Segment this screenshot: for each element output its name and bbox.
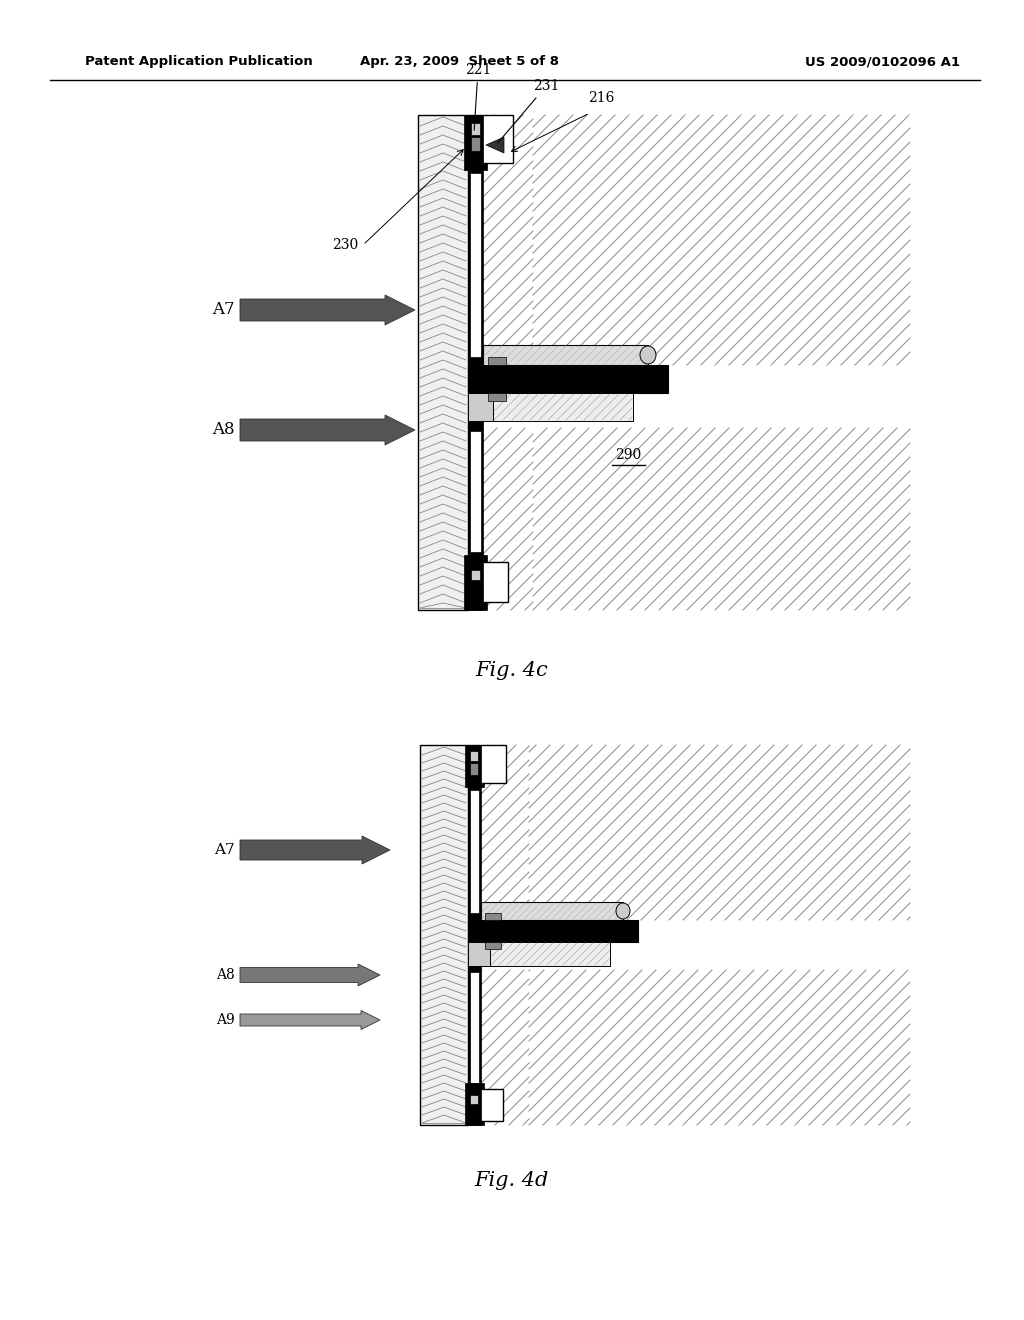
Bar: [468, 393, 493, 421]
Text: 216: 216: [588, 91, 614, 106]
Bar: [470, 173, 481, 356]
FancyArrow shape: [240, 1011, 380, 1030]
Bar: [468, 115, 513, 162]
Bar: [468, 1089, 481, 1121]
Ellipse shape: [616, 903, 630, 919]
Text: Fig. 4d: Fig. 4d: [475, 1171, 549, 1189]
Bar: [468, 562, 508, 602]
FancyArrow shape: [240, 836, 390, 865]
Text: US 2009/0102096 A1: US 2009/0102096 A1: [805, 55, 961, 69]
Bar: [485, 913, 501, 920]
Text: 290: 290: [614, 447, 641, 462]
Bar: [471, 570, 480, 579]
Bar: [418, 115, 468, 610]
Text: A7: A7: [212, 301, 234, 318]
FancyArrow shape: [240, 964, 380, 986]
Text: 221: 221: [465, 63, 492, 131]
Bar: [470, 972, 479, 1082]
Bar: [485, 942, 501, 949]
Bar: [468, 115, 483, 610]
Bar: [471, 123, 480, 135]
Bar: [465, 744, 484, 787]
Bar: [468, 1089, 503, 1121]
Bar: [488, 393, 506, 401]
Bar: [468, 942, 490, 966]
Bar: [468, 744, 481, 783]
Bar: [483, 345, 648, 366]
Text: 230: 230: [332, 238, 358, 252]
Ellipse shape: [640, 346, 656, 364]
Bar: [464, 554, 487, 610]
Bar: [468, 744, 506, 783]
Bar: [488, 356, 506, 366]
Bar: [470, 432, 481, 552]
FancyArrow shape: [240, 294, 415, 325]
Text: A8: A8: [212, 421, 234, 438]
Bar: [470, 751, 478, 762]
Bar: [468, 920, 638, 942]
Bar: [481, 902, 623, 920]
Bar: [468, 115, 483, 162]
Bar: [464, 115, 487, 170]
Text: Fig. 4c: Fig. 4c: [475, 660, 549, 680]
Bar: [468, 366, 668, 393]
Bar: [470, 1096, 478, 1104]
Text: Apr. 23, 2009  Sheet 5 of 8: Apr. 23, 2009 Sheet 5 of 8: [360, 55, 559, 69]
Bar: [493, 393, 633, 421]
Bar: [470, 789, 479, 913]
Text: Patent Application Publication: Patent Application Publication: [85, 55, 312, 69]
Bar: [471, 137, 480, 150]
Text: 231: 231: [498, 79, 559, 143]
Bar: [468, 744, 481, 1125]
Text: A7: A7: [214, 843, 234, 857]
Bar: [465, 1082, 484, 1125]
Bar: [490, 942, 610, 966]
Bar: [470, 763, 478, 775]
Text: A9: A9: [216, 1012, 234, 1027]
Polygon shape: [486, 137, 504, 153]
Bar: [468, 562, 483, 602]
FancyArrow shape: [240, 414, 415, 445]
Text: A8: A8: [216, 968, 234, 982]
Bar: [420, 744, 468, 1125]
